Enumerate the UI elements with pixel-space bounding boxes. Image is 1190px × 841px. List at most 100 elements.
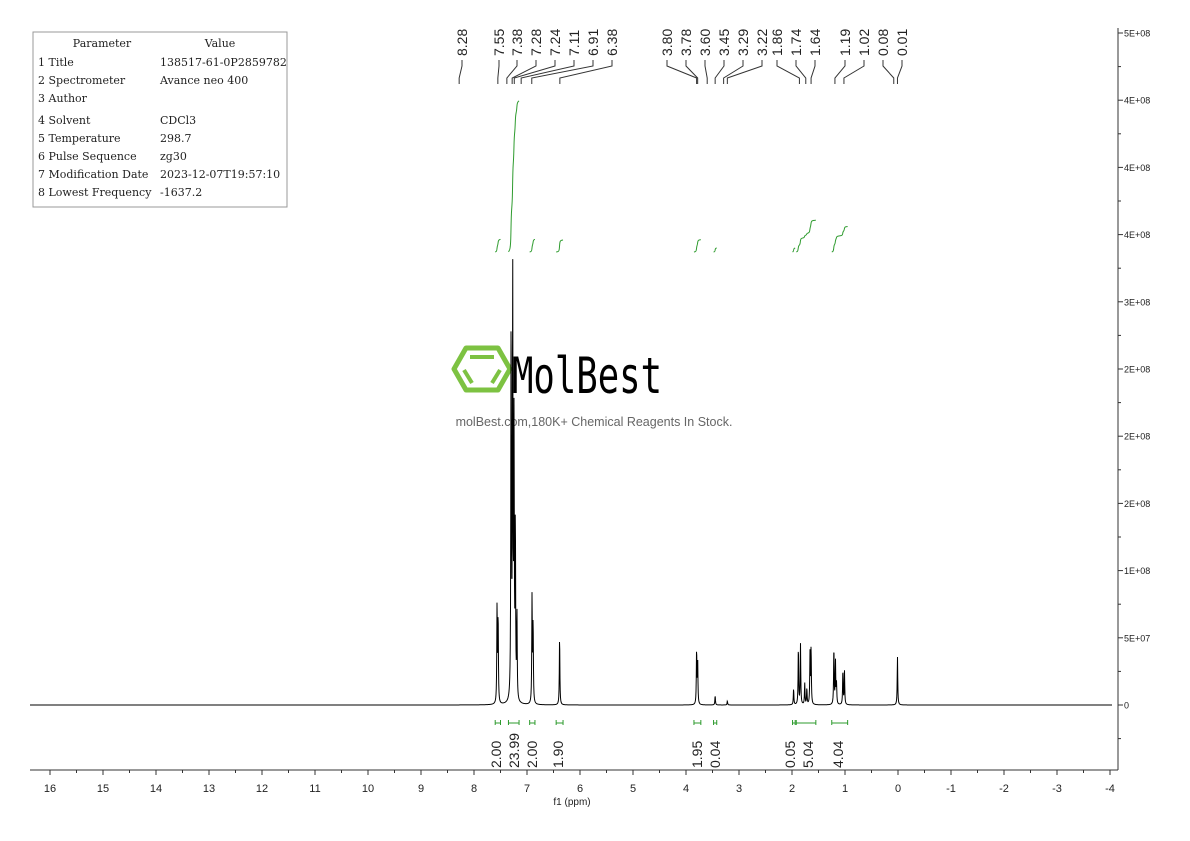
peak-label: 0.08 bbox=[875, 29, 891, 56]
peak-label: 3.29 bbox=[735, 29, 751, 56]
peak-label-connector bbox=[685, 60, 699, 84]
x-tick-label: 0 bbox=[895, 783, 901, 795]
peak-label: 1.64 bbox=[807, 29, 823, 56]
peak-label-connector bbox=[520, 60, 575, 84]
parameter-name: 2 Spectrometer bbox=[38, 74, 126, 87]
peak-label: 7.11 bbox=[566, 30, 582, 56]
x-tick-label: 14 bbox=[150, 783, 162, 795]
x-tick-label: 3 bbox=[736, 783, 742, 795]
integral-bracket bbox=[795, 720, 817, 725]
integral-curve bbox=[529, 238, 536, 253]
integral-value: 2.00 bbox=[488, 741, 504, 768]
integral-curve bbox=[831, 226, 848, 253]
peak-label: 1.74 bbox=[788, 29, 804, 56]
x-tick-label: 1 bbox=[842, 783, 848, 795]
integral-curve bbox=[495, 238, 501, 253]
spectrum-line bbox=[30, 259, 1112, 706]
parameter-value: -1637.2 bbox=[160, 186, 202, 199]
y-tick-label: 4E+08 bbox=[1124, 163, 1150, 173]
integral-curve bbox=[713, 247, 717, 253]
peak-label-connector bbox=[666, 60, 698, 84]
peak-label: 7.38 bbox=[509, 29, 525, 56]
integral-curve bbox=[693, 239, 701, 253]
x-tick-label: 13 bbox=[203, 783, 215, 795]
peak-label-connector bbox=[511, 60, 537, 84]
x-tick-label: 12 bbox=[256, 783, 268, 795]
x-tick-label: 16 bbox=[44, 783, 56, 795]
peak-label: 3.22 bbox=[754, 29, 770, 56]
peak-label-connector bbox=[723, 60, 744, 84]
x-tick-label: -3 bbox=[1052, 783, 1062, 795]
integral-bracket bbox=[507, 720, 520, 725]
integral-bracket bbox=[831, 720, 849, 725]
y-tick-label: 2E+08 bbox=[1124, 499, 1150, 509]
y-tick-label: 4E+08 bbox=[1124, 230, 1150, 240]
parameter-table: Parameter Value 1 Title 138517-61-0P28597… bbox=[32, 31, 288, 208]
peak-label: 6.38 bbox=[604, 29, 620, 56]
integral-bracket bbox=[529, 720, 536, 725]
integral-curve bbox=[792, 247, 796, 253]
x-tick-label: 5 bbox=[630, 783, 636, 795]
peak-label-connector bbox=[776, 60, 800, 84]
integral-bracket bbox=[693, 720, 702, 725]
peak-label-connector bbox=[714, 60, 725, 84]
peak-label: 1.19 bbox=[837, 29, 853, 56]
molbest-watermark: MolBest molBest.com,180K+ Chemical Reage… bbox=[451, 345, 733, 429]
x-tick-label: 15 bbox=[97, 783, 109, 795]
peak-label-connector bbox=[513, 60, 556, 84]
watermark-tagline: molBest.com,180K+ Chemical Reagents In S… bbox=[456, 415, 733, 429]
x-tick-label: -1 bbox=[946, 783, 956, 795]
parameter-name: 6 Pulse Sequence bbox=[38, 150, 137, 163]
peak-label: 6.91 bbox=[585, 29, 601, 56]
x-tick-label: -4 bbox=[1105, 783, 1115, 795]
y-tick-label: 1E+08 bbox=[1124, 566, 1150, 576]
peak-label-connector bbox=[704, 60, 708, 84]
parameter-name: 8 Lowest Frequency bbox=[38, 186, 152, 199]
peak-label: 0.01 bbox=[894, 29, 910, 56]
peak-label-connector bbox=[726, 60, 763, 84]
parameter-name: 3 Author bbox=[38, 92, 88, 105]
x-tick-label: 11 bbox=[309, 783, 320, 795]
watermark-brand: MolBest bbox=[512, 347, 662, 405]
peak-label: 3.45 bbox=[716, 29, 732, 56]
integral-labels: 2.00 23.99 2.00 1.90 1.95 0.04 0.05 5.04 4.04 bbox=[488, 720, 849, 768]
parameter-value: 2023-12-07T19:57:10 bbox=[160, 168, 280, 181]
x-tick-label: 7 bbox=[524, 783, 530, 795]
x-axis-label: f1 (ppm) bbox=[553, 797, 590, 808]
integral-curve bbox=[796, 219, 816, 253]
parameter-name: 1 Title bbox=[38, 56, 74, 69]
peak-label: 7.55 bbox=[491, 29, 507, 56]
peak-label-connector bbox=[559, 60, 613, 84]
parameter-header: Parameter bbox=[73, 37, 132, 50]
y-axis-ticks: 5E+08 4E+08 4E+08 4E+08 3E+08 2E+08 2E+08 2E+08… bbox=[1118, 29, 1150, 740]
x-tick-label: 4 bbox=[683, 783, 689, 795]
x-tick-label: 6 bbox=[577, 783, 583, 795]
parameter-value: 298.7 bbox=[160, 132, 192, 145]
peak-label-connector bbox=[795, 60, 807, 84]
y-tick-label: 4E+08 bbox=[1124, 96, 1150, 106]
parameter-value: Avance neo 400 bbox=[159, 74, 248, 87]
integral-bracket bbox=[792, 720, 796, 725]
peak-label: 7.28 bbox=[528, 29, 544, 56]
parameter-value: 138517-61-0P2859782 bbox=[160, 56, 287, 69]
x-axis-ticks: 16 15 14 13 12 11 10 9 8 7 6 5 4 3 2 1 0 -1 -2 -3 -4 bbox=[44, 770, 1115, 795]
peak-label-connector bbox=[882, 60, 895, 84]
integral-value: 1.95 bbox=[689, 741, 705, 768]
integral-bracket bbox=[713, 720, 718, 725]
peak-label: 7.24 bbox=[547, 29, 563, 56]
peak-label: 3.78 bbox=[678, 29, 694, 56]
integral-curves bbox=[495, 100, 848, 253]
peak-label-connector bbox=[458, 60, 463, 84]
y-tick-label: 5E+07 bbox=[1124, 633, 1150, 643]
peak-label: 1.02 bbox=[856, 29, 872, 56]
y-tick-label: 2E+08 bbox=[1124, 365, 1150, 375]
integral-value: 1.90 bbox=[550, 741, 566, 768]
peak-label-connector bbox=[506, 60, 518, 84]
integral-value: 5.04 bbox=[800, 741, 816, 768]
peak-label-connector bbox=[834, 60, 846, 84]
integral-curve bbox=[508, 100, 520, 253]
peak-label: 8.28 bbox=[454, 29, 470, 56]
peak-label-connector bbox=[896, 60, 903, 84]
peak-label: 3.60 bbox=[697, 29, 713, 56]
